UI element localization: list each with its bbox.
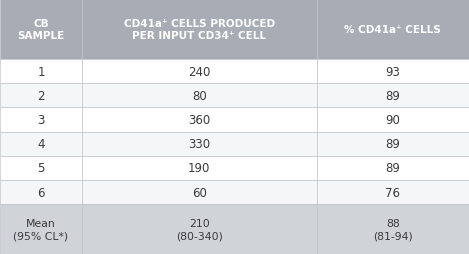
Bar — [317, 132, 469, 156]
Text: Mean
(95% CL*): Mean (95% CL*) — [14, 218, 68, 241]
Text: 1: 1 — [38, 65, 45, 78]
Text: 210
(80-340): 210 (80-340) — [176, 218, 223, 241]
Text: 5: 5 — [38, 162, 45, 175]
Text: 2: 2 — [38, 89, 45, 102]
Text: CD41a⁺ CELLS PRODUCED
PER INPUT CD34⁺ CELL: CD41a⁺ CELLS PRODUCED PER INPUT CD34⁺ CE… — [124, 19, 275, 41]
Text: 60: 60 — [192, 186, 207, 199]
Bar — [317, 180, 469, 204]
Bar — [82, 0, 317, 60]
Bar — [317, 108, 469, 132]
Text: 88
(81-94): 88 (81-94) — [373, 218, 413, 241]
Text: % CD41a⁺ CELLS: % CD41a⁺ CELLS — [344, 25, 441, 35]
Bar — [82, 156, 317, 180]
Text: 89: 89 — [386, 162, 400, 175]
Text: 4: 4 — [38, 138, 45, 151]
Text: 3: 3 — [38, 114, 45, 126]
Bar — [317, 204, 469, 254]
Bar — [0, 60, 82, 84]
Bar — [0, 0, 82, 60]
Text: 76: 76 — [386, 186, 400, 199]
Bar — [82, 180, 317, 204]
Text: 240: 240 — [188, 65, 211, 78]
Bar — [317, 60, 469, 84]
Text: 190: 190 — [188, 162, 211, 175]
Bar — [0, 204, 82, 254]
Bar — [82, 84, 317, 108]
Bar — [317, 156, 469, 180]
Bar — [0, 132, 82, 156]
Text: 90: 90 — [386, 114, 400, 126]
Bar — [82, 108, 317, 132]
Bar — [0, 84, 82, 108]
Bar — [317, 0, 469, 60]
Bar — [0, 180, 82, 204]
Text: 93: 93 — [386, 65, 400, 78]
Bar — [317, 84, 469, 108]
Bar — [82, 60, 317, 84]
Bar — [0, 108, 82, 132]
Bar — [0, 156, 82, 180]
Bar — [82, 132, 317, 156]
Text: 330: 330 — [188, 138, 211, 151]
Bar — [82, 204, 317, 254]
Text: CB
SAMPLE: CB SAMPLE — [17, 19, 65, 41]
Text: 89: 89 — [386, 89, 400, 102]
Text: 89: 89 — [386, 138, 400, 151]
Text: 80: 80 — [192, 89, 207, 102]
Text: 360: 360 — [188, 114, 211, 126]
Text: 6: 6 — [38, 186, 45, 199]
